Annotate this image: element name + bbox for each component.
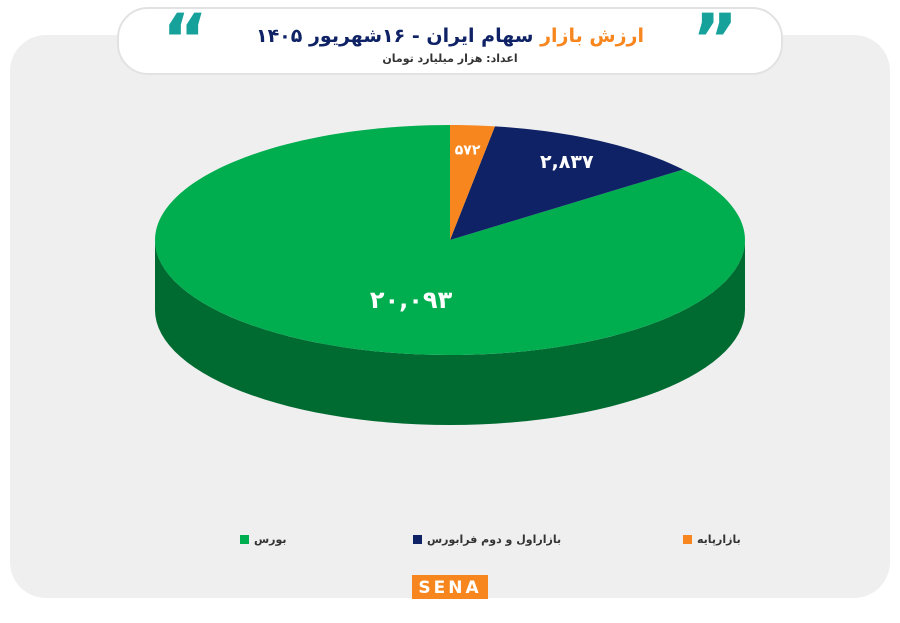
slice: [450, 125, 495, 240]
slice: [155, 125, 745, 355]
title-box: [117, 7, 783, 75]
chart-title: ارزش بازار سهام ایران - ۱۶شهریور ۱۴۰۵: [256, 25, 644, 47]
title-part: - ۱۶شهریور ۱۴۰۵: [256, 25, 420, 47]
quote-mark: “: [162, 0, 208, 81]
data-label: ۵۷۲: [455, 143, 481, 159]
legend-swatch: [240, 535, 249, 544]
slice: [450, 126, 684, 240]
logo: SENA: [418, 578, 481, 598]
slice-side: [155, 240, 745, 425]
data-label: ۲,۸۳۷: [540, 151, 594, 173]
legend-label: بازارپایه: [697, 533, 741, 546]
legend-label: بازاراول و دوم فرابورس: [427, 533, 561, 546]
data-label: ۲۰,۰۹۳: [370, 286, 453, 314]
title-part: ارزش بازار: [539, 25, 644, 47]
title-part: سهام ایران: [426, 25, 533, 47]
logo-box: [412, 575, 488, 599]
legend-swatch: [413, 535, 422, 544]
quote-mark: ”: [692, 0, 738, 81]
legend-label: بورس: [254, 533, 287, 546]
chart-subtitle: اعداد: هزار میلیارد تومان: [382, 52, 517, 65]
legend-swatch: [683, 535, 692, 544]
